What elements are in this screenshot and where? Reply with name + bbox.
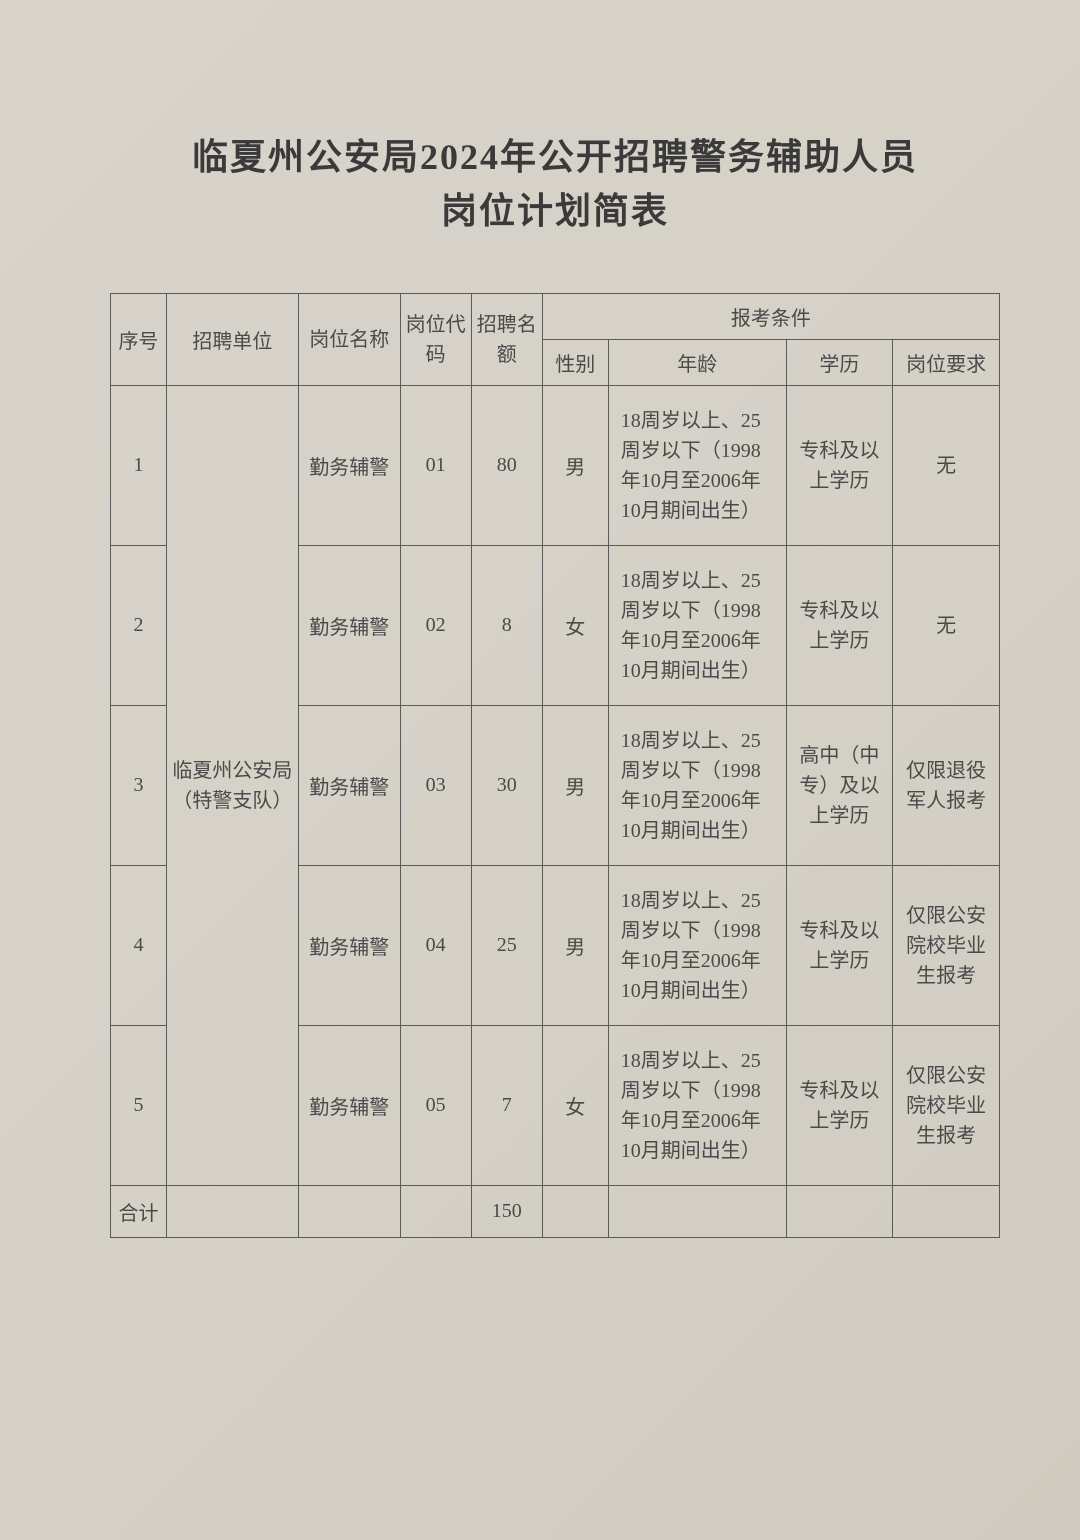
recruitment-table: 序号 招聘单位 岗位名称 岗位代码 招聘名额 报考条件 性别 年龄 学历 岗位要… bbox=[110, 293, 1000, 1238]
cell-quota: 30 bbox=[471, 706, 542, 866]
th-age: 年龄 bbox=[608, 340, 786, 386]
cell-seq: 2 bbox=[111, 546, 167, 706]
cell-seq: 3 bbox=[111, 706, 167, 866]
cell-seq: 4 bbox=[111, 866, 167, 1026]
th-quota: 招聘名额 bbox=[471, 294, 542, 386]
cell-gender: 男 bbox=[542, 386, 608, 546]
cell-code: 05 bbox=[400, 1026, 471, 1186]
th-code: 岗位代码 bbox=[400, 294, 471, 386]
total-row: 合计 150 bbox=[111, 1186, 1000, 1238]
cell-quota: 7 bbox=[471, 1026, 542, 1186]
cell-education: 专科及以上学历 bbox=[786, 1026, 893, 1186]
cell-seq: 5 bbox=[111, 1026, 167, 1186]
cell-age: 18周岁以上、25周岁以下（1998年10月至2006年10月期间出生） bbox=[608, 866, 786, 1026]
cell-code: 04 bbox=[400, 866, 471, 1026]
th-conditions: 报考条件 bbox=[542, 294, 999, 340]
cell-requirement: 仅限公安院校毕业生报考 bbox=[893, 866, 1000, 1026]
cell-gender: 女 bbox=[542, 546, 608, 706]
cell-age: 18周岁以上、25周岁以下（1998年10月至2006年10月期间出生） bbox=[608, 1026, 786, 1186]
cell-education: 高中（中专）及以上学历 bbox=[786, 706, 893, 866]
cell-code: 03 bbox=[400, 706, 471, 866]
total-empty bbox=[786, 1186, 893, 1238]
total-empty bbox=[298, 1186, 400, 1238]
total-empty bbox=[400, 1186, 471, 1238]
cell-age: 18周岁以上、25周岁以下（1998年10月至2006年10月期间出生） bbox=[608, 386, 786, 546]
cell-position: 勤务辅警 bbox=[298, 386, 400, 546]
cell-quota: 80 bbox=[471, 386, 542, 546]
total-empty bbox=[166, 1186, 298, 1238]
cell-education: 专科及以上学历 bbox=[786, 866, 893, 1026]
th-gender: 性别 bbox=[542, 340, 608, 386]
cell-gender: 女 bbox=[542, 1026, 608, 1186]
cell-gender: 男 bbox=[542, 866, 608, 1026]
table-row: 1 临夏州公安局（特警支队） 勤务辅警 01 80 男 18周岁以上、25周岁以… bbox=[111, 386, 1000, 546]
cell-age: 18周岁以上、25周岁以下（1998年10月至2006年10月期间出生） bbox=[608, 546, 786, 706]
cell-code: 01 bbox=[400, 386, 471, 546]
cell-quota: 25 bbox=[471, 866, 542, 1026]
cell-position: 勤务辅警 bbox=[298, 866, 400, 1026]
document-title: 临夏州公安局2024年公开招聘警务辅助人员 岗位计划简表 bbox=[110, 130, 1000, 238]
cell-seq: 1 bbox=[111, 386, 167, 546]
cell-code: 02 bbox=[400, 546, 471, 706]
title-line-1: 临夏州公安局2024年公开招聘警务辅助人员 bbox=[110, 130, 1000, 184]
cell-age: 18周岁以上、25周岁以下（1998年10月至2006年10月期间出生） bbox=[608, 706, 786, 866]
cell-requirement: 无 bbox=[893, 386, 1000, 546]
cell-requirement: 无 bbox=[893, 546, 1000, 706]
total-empty bbox=[542, 1186, 608, 1238]
th-seq: 序号 bbox=[111, 294, 167, 386]
th-education: 学历 bbox=[786, 340, 893, 386]
cell-unit: 临夏州公安局（特警支队） bbox=[166, 386, 298, 1186]
cell-position: 勤务辅警 bbox=[298, 546, 400, 706]
total-quota: 150 bbox=[471, 1186, 542, 1238]
cell-education: 专科及以上学历 bbox=[786, 386, 893, 546]
total-label: 合计 bbox=[111, 1186, 167, 1238]
total-empty bbox=[893, 1186, 1000, 1238]
th-position: 岗位名称 bbox=[298, 294, 400, 386]
cell-position: 勤务辅警 bbox=[298, 706, 400, 866]
total-empty bbox=[608, 1186, 786, 1238]
cell-gender: 男 bbox=[542, 706, 608, 866]
cell-requirement: 仅限退役军人报考 bbox=[893, 706, 1000, 866]
th-unit: 招聘单位 bbox=[166, 294, 298, 386]
title-line-2: 岗位计划简表 bbox=[110, 184, 1000, 238]
header-row-1: 序号 招聘单位 岗位名称 岗位代码 招聘名额 报考条件 bbox=[111, 294, 1000, 340]
th-requirement: 岗位要求 bbox=[893, 340, 1000, 386]
cell-position: 勤务辅警 bbox=[298, 1026, 400, 1186]
cell-requirement: 仅限公安院校毕业生报考 bbox=[893, 1026, 1000, 1186]
cell-education: 专科及以上学历 bbox=[786, 546, 893, 706]
cell-quota: 8 bbox=[471, 546, 542, 706]
